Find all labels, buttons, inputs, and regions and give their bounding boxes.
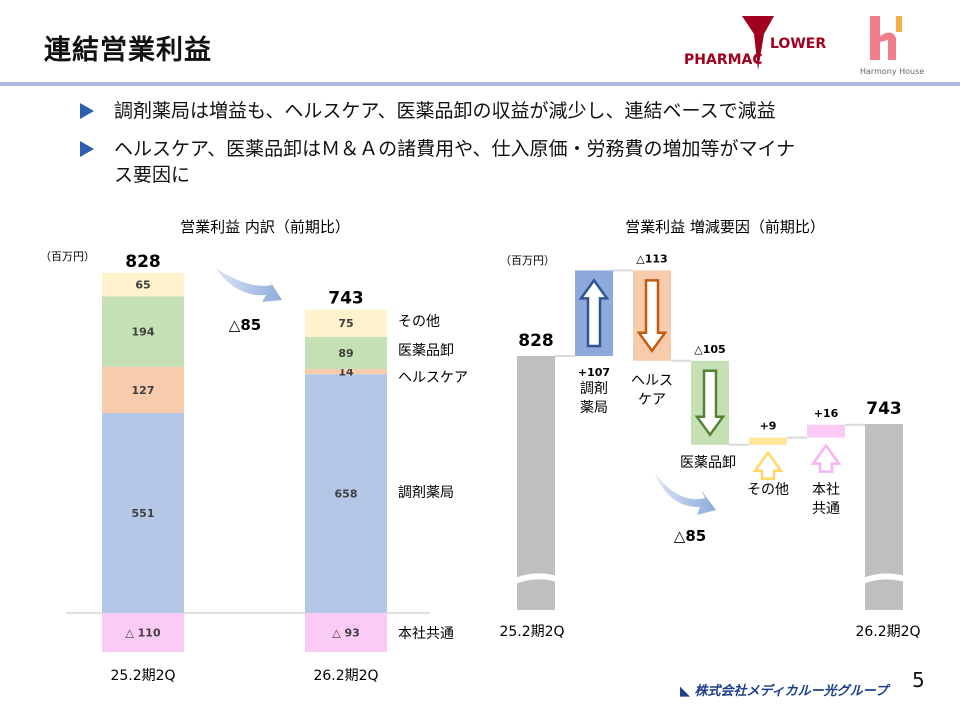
company-name: 株式会社メディカルー光グループ xyxy=(694,684,888,699)
step-value-label: +16 xyxy=(814,407,839,420)
label-line: 共通 xyxy=(812,501,840,517)
up-arrow-icon xyxy=(578,278,610,348)
label-line: その他 xyxy=(747,482,789,498)
bar-segment xyxy=(305,374,387,613)
company-logo: ◣ 株式会社メディカルー光グループ xyxy=(680,680,888,699)
bar-segment xyxy=(305,369,387,375)
triangle-bullet-icon xyxy=(80,141,94,157)
step-category-label: 本社共通 xyxy=(812,482,840,517)
bullet-1: 調剤薬局は増益も、ヘルスケア、医薬品卸の収益が減少し、連結ベースで減益 xyxy=(80,98,776,124)
step-value-label: +107 xyxy=(578,366,610,379)
series-label: 調剤薬局 xyxy=(398,485,454,501)
triangle-bullet-icon xyxy=(80,103,94,119)
decrease-curve-arrow-icon xyxy=(655,474,716,515)
total-label: 828 xyxy=(125,252,161,272)
bar-segment xyxy=(305,336,387,370)
step-category-label: ヘルスケア xyxy=(631,373,673,408)
change-label: △85 xyxy=(229,316,261,334)
category-label: 26.2期2Q xyxy=(855,624,920,640)
label-line: 医薬品卸 xyxy=(680,455,736,471)
bullet-text: 調剤薬局は増益も、ヘルスケア、医薬品卸の収益が減少し、連結ベースで減益 xyxy=(114,100,776,122)
left-unit-label: （百万円） xyxy=(40,250,95,263)
change-label: △85 xyxy=(674,527,706,545)
page-number: 5 xyxy=(912,668,925,692)
pharmacy-flower-logo: PHARMAC LOWER xyxy=(684,16,826,70)
total-label: 828 xyxy=(518,331,554,351)
bar-segment xyxy=(102,366,184,413)
down-arrow-icon xyxy=(636,279,668,353)
svg-text:Harmony House: Harmony House xyxy=(860,67,924,76)
step-value-label: +9 xyxy=(760,420,777,433)
harmony-house-logo: Harmony House xyxy=(860,16,924,76)
bar-segment xyxy=(102,412,184,613)
category-label: 25.2期2Q xyxy=(110,668,175,684)
total-bar xyxy=(865,424,903,610)
label-line: ケア xyxy=(638,392,666,408)
step-bar xyxy=(807,424,845,438)
step-value-label: △105 xyxy=(694,343,725,356)
bar-segment xyxy=(305,309,387,337)
up-arrow-icon xyxy=(752,450,784,481)
step-category-label: その他 xyxy=(747,482,789,498)
total-label: 743 xyxy=(866,399,902,419)
step-category-label: 調剤薬局 xyxy=(580,381,608,416)
segment-value-label: 658 xyxy=(335,488,358,501)
step-bar xyxy=(749,437,787,445)
decrease-curve-arrow-icon xyxy=(215,268,282,302)
segment-value-label: △ 93 xyxy=(332,627,360,640)
segment-value-label: △ 110 xyxy=(125,627,161,640)
segment-value-label: 551 xyxy=(132,507,155,520)
right-chart-title: 営業利益 増減要因（前期比） xyxy=(625,218,825,236)
bullet-text: ヘルスケア、医薬品卸はＭ＆Ａの諸費用や、仕入原価・労務費の増加等がマイナス要因に xyxy=(114,138,796,186)
segment-value-label: 194 xyxy=(132,326,155,339)
right-unit-label: （百万円） xyxy=(500,254,555,267)
svg-text:LOWER: LOWER xyxy=(770,36,826,52)
company-logo-mark-icon: ◣ xyxy=(680,684,695,699)
step-value-label: △113 xyxy=(636,252,667,265)
axis-break-icon xyxy=(515,573,557,584)
bar-segment xyxy=(305,613,387,652)
page-title: 連結営業利益 xyxy=(44,35,212,66)
category-label: 26.2期2Q xyxy=(313,668,378,684)
series-label: 本社共通 xyxy=(398,626,454,642)
bar-segment xyxy=(102,613,184,652)
series-label: その他 xyxy=(398,314,440,330)
label-line: 本社 xyxy=(812,482,840,498)
series-label: 医薬品卸 xyxy=(398,343,454,359)
series-label: ヘルスケア xyxy=(398,370,468,386)
segment-value-label: 75 xyxy=(338,317,353,330)
down-arrow-icon xyxy=(694,369,726,437)
bullet-2: ヘルスケア、医薬品卸はＭ＆Ａの諸費用や、仕入原価・労務費の増加等がマイナス要因に xyxy=(80,136,840,188)
axis-break-icon xyxy=(863,573,905,584)
segment-value-label: 127 xyxy=(132,384,155,397)
title-divider xyxy=(0,82,960,86)
bar-segment xyxy=(102,296,184,367)
label-line: ヘルス xyxy=(631,373,673,389)
category-label: 25.2期2Q xyxy=(499,624,564,640)
left-chart-title: 営業利益 内訳（前期比） xyxy=(180,218,350,236)
svg-text:PHARMAC: PHARMAC xyxy=(684,52,763,68)
step-category-label: 医薬品卸 xyxy=(680,455,736,471)
bar-segment xyxy=(102,272,184,297)
total-label: 743 xyxy=(328,289,364,309)
up-arrow-icon xyxy=(810,443,842,473)
segment-value-label: 65 xyxy=(135,279,150,292)
segment-value-label: 89 xyxy=(338,347,353,360)
label-line: 調剤 xyxy=(580,381,608,397)
total-bar xyxy=(517,356,555,610)
label-line: 薬局 xyxy=(580,400,608,416)
